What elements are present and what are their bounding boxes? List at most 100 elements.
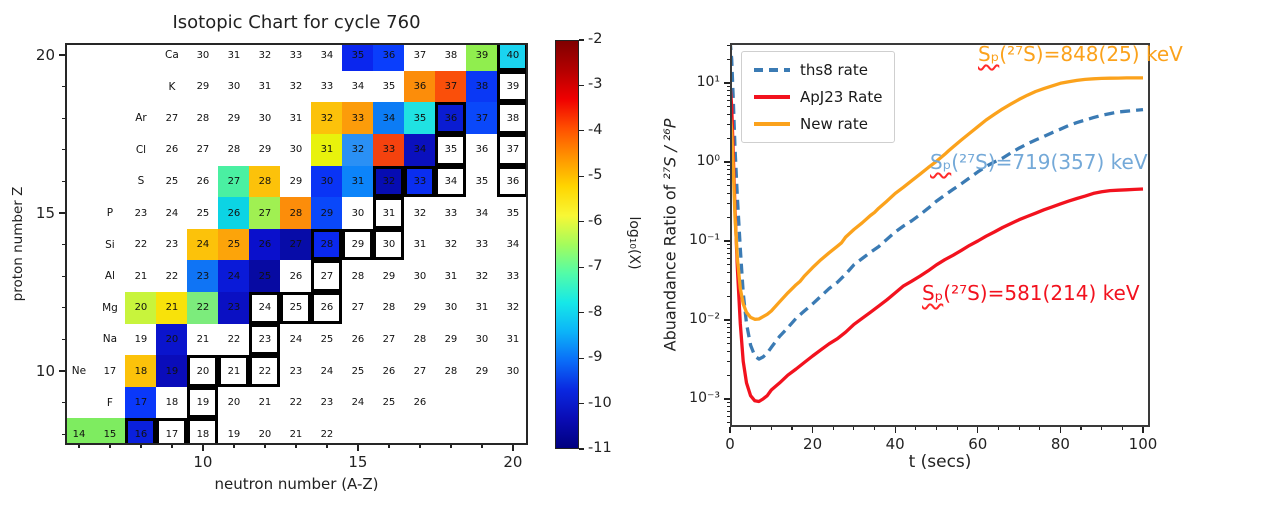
axis-tick: [579, 448, 584, 450]
axis-tick: [62, 338, 65, 340]
isotope-cell: 27: [196, 144, 210, 156]
isotope-cell: 27: [249, 197, 281, 229]
isotope-cell: 21: [156, 292, 188, 324]
axis-tick: [264, 445, 266, 448]
colorbar-tick-label: -4: [588, 121, 603, 138]
isotope-cell: 26: [413, 397, 427, 409]
isotope-cell: 28: [413, 333, 427, 345]
isotope-cell: 22: [249, 355, 281, 387]
isotope-cell: 21: [196, 333, 210, 345]
isotope-cell: 24: [351, 397, 365, 409]
isotope-cell: 30: [351, 207, 365, 219]
isotope-cell: 24: [289, 333, 303, 345]
axis-tick: [62, 402, 65, 404]
isotope-cell: 38: [497, 102, 528, 134]
isotope-cell: 32: [475, 270, 489, 282]
isotope-cell: 17: [103, 365, 117, 377]
isotope-cell: 31: [506, 333, 520, 345]
axis-tick: [62, 86, 65, 88]
isotope-cell: 26: [351, 333, 365, 345]
isotope-cell: 32: [506, 302, 520, 314]
isotope-cell: 24: [249, 292, 281, 324]
annotation-sp-symbol: Sₚ: [930, 150, 952, 174]
x-tick-label: 20: [503, 453, 523, 471]
isotope-cell: 18: [125, 355, 157, 387]
isotope-cell: 36: [497, 165, 528, 198]
isotope-cell: 33: [342, 102, 374, 134]
isotope-cell: 27: [218, 165, 250, 198]
axis-tick: [579, 175, 584, 177]
left-chart-title: Isotopic Chart for cycle 760: [172, 12, 421, 33]
isotope-cell: 21: [134, 270, 148, 282]
isotope-cell: 29: [227, 112, 241, 124]
isotope-cell: 27: [311, 260, 343, 292]
isotope-cell: 27: [280, 228, 312, 261]
isotope-cell: 33: [444, 207, 458, 219]
isotope-cell: 40: [497, 43, 528, 71]
legend: ths8 rate ApJ23 Rate New rate: [741, 51, 896, 143]
isotope-cell: 35: [435, 134, 467, 166]
axis-tick: [62, 433, 65, 435]
isotope-cell: 39: [497, 70, 528, 103]
isotope-cell: 26: [289, 270, 303, 282]
isotope-cell: 24: [218, 260, 250, 292]
x-tick-label: 100: [1128, 435, 1158, 453]
isotope-cell: 30: [506, 365, 520, 377]
isotope-cell: 21: [258, 397, 272, 409]
isotope-cell: 26: [249, 228, 281, 261]
isotope-cell: 31: [289, 112, 303, 124]
axis-tick: [579, 266, 584, 268]
annotation-sp-symbol: Sₚ: [978, 42, 1000, 66]
isotope-cell: 27: [165, 112, 179, 124]
isotope-cell: 35: [475, 175, 489, 187]
axis-tick: [726, 137, 730, 139]
isotope-cell: 36: [475, 144, 489, 156]
axis-tick: [726, 99, 730, 102]
isotope-cell: 36: [404, 70, 436, 103]
isotope-cell: 23: [289, 365, 303, 377]
axis-tick: [724, 82, 730, 84]
axis-tick: [419, 445, 421, 448]
legend-label: ths8 rate: [800, 61, 868, 79]
axis-tick: [62, 117, 65, 119]
axis-tick: [579, 357, 584, 359]
axis-tick: [1080, 427, 1082, 430]
y-tick-label: 10¹: [696, 74, 720, 90]
axis-tick: [726, 257, 730, 260]
isotope-cell: 29: [258, 144, 272, 156]
axis-tick: [1018, 427, 1020, 430]
axis-tick: [726, 113, 730, 116]
isotope-cell: 34: [475, 207, 489, 219]
isotope-cell: 27: [413, 365, 427, 377]
isotope-cell: 28: [196, 112, 210, 124]
isotope-cell: 25: [218, 228, 250, 261]
axis-tick: [62, 149, 65, 151]
element-label: Si: [105, 238, 115, 251]
isotope-cell: 22: [134, 239, 148, 251]
element-label: Ne: [71, 365, 87, 377]
isotope-cell: 25: [382, 397, 396, 409]
isotope-cell: 33: [404, 165, 436, 198]
axis-tick: [812, 427, 814, 433]
element-label: Ca: [165, 49, 179, 62]
colorbar-tick-label: -9: [588, 349, 603, 366]
axis-tick: [171, 445, 173, 448]
axis-tick: [726, 327, 730, 329]
legend-line-sample-dashed: [754, 68, 790, 72]
legend-entry-ths8: ths8 rate: [754, 61, 882, 79]
axis-tick: [726, 90, 730, 92]
y-tick-label: 15: [35, 204, 55, 222]
isotope-cell: 17: [156, 418, 188, 445]
isotope-cell: 29: [196, 81, 210, 93]
isotope-cell: 23: [187, 260, 219, 292]
isotope-cell: 30: [258, 112, 272, 124]
axis-tick: [724, 319, 730, 321]
axis-tick: [726, 331, 730, 333]
isotope-cell: 30: [413, 270, 427, 282]
isotope-cell: 30: [311, 165, 343, 198]
isotope-cell: 31: [444, 270, 458, 282]
isotope-cell: 29: [289, 175, 303, 187]
annotation-new-rate: Sₚ(²⁷S)=848(25) keV: [978, 42, 1183, 66]
isotope-cell: 37: [466, 102, 498, 134]
y-tick-label: 10⁻¹: [689, 232, 720, 248]
